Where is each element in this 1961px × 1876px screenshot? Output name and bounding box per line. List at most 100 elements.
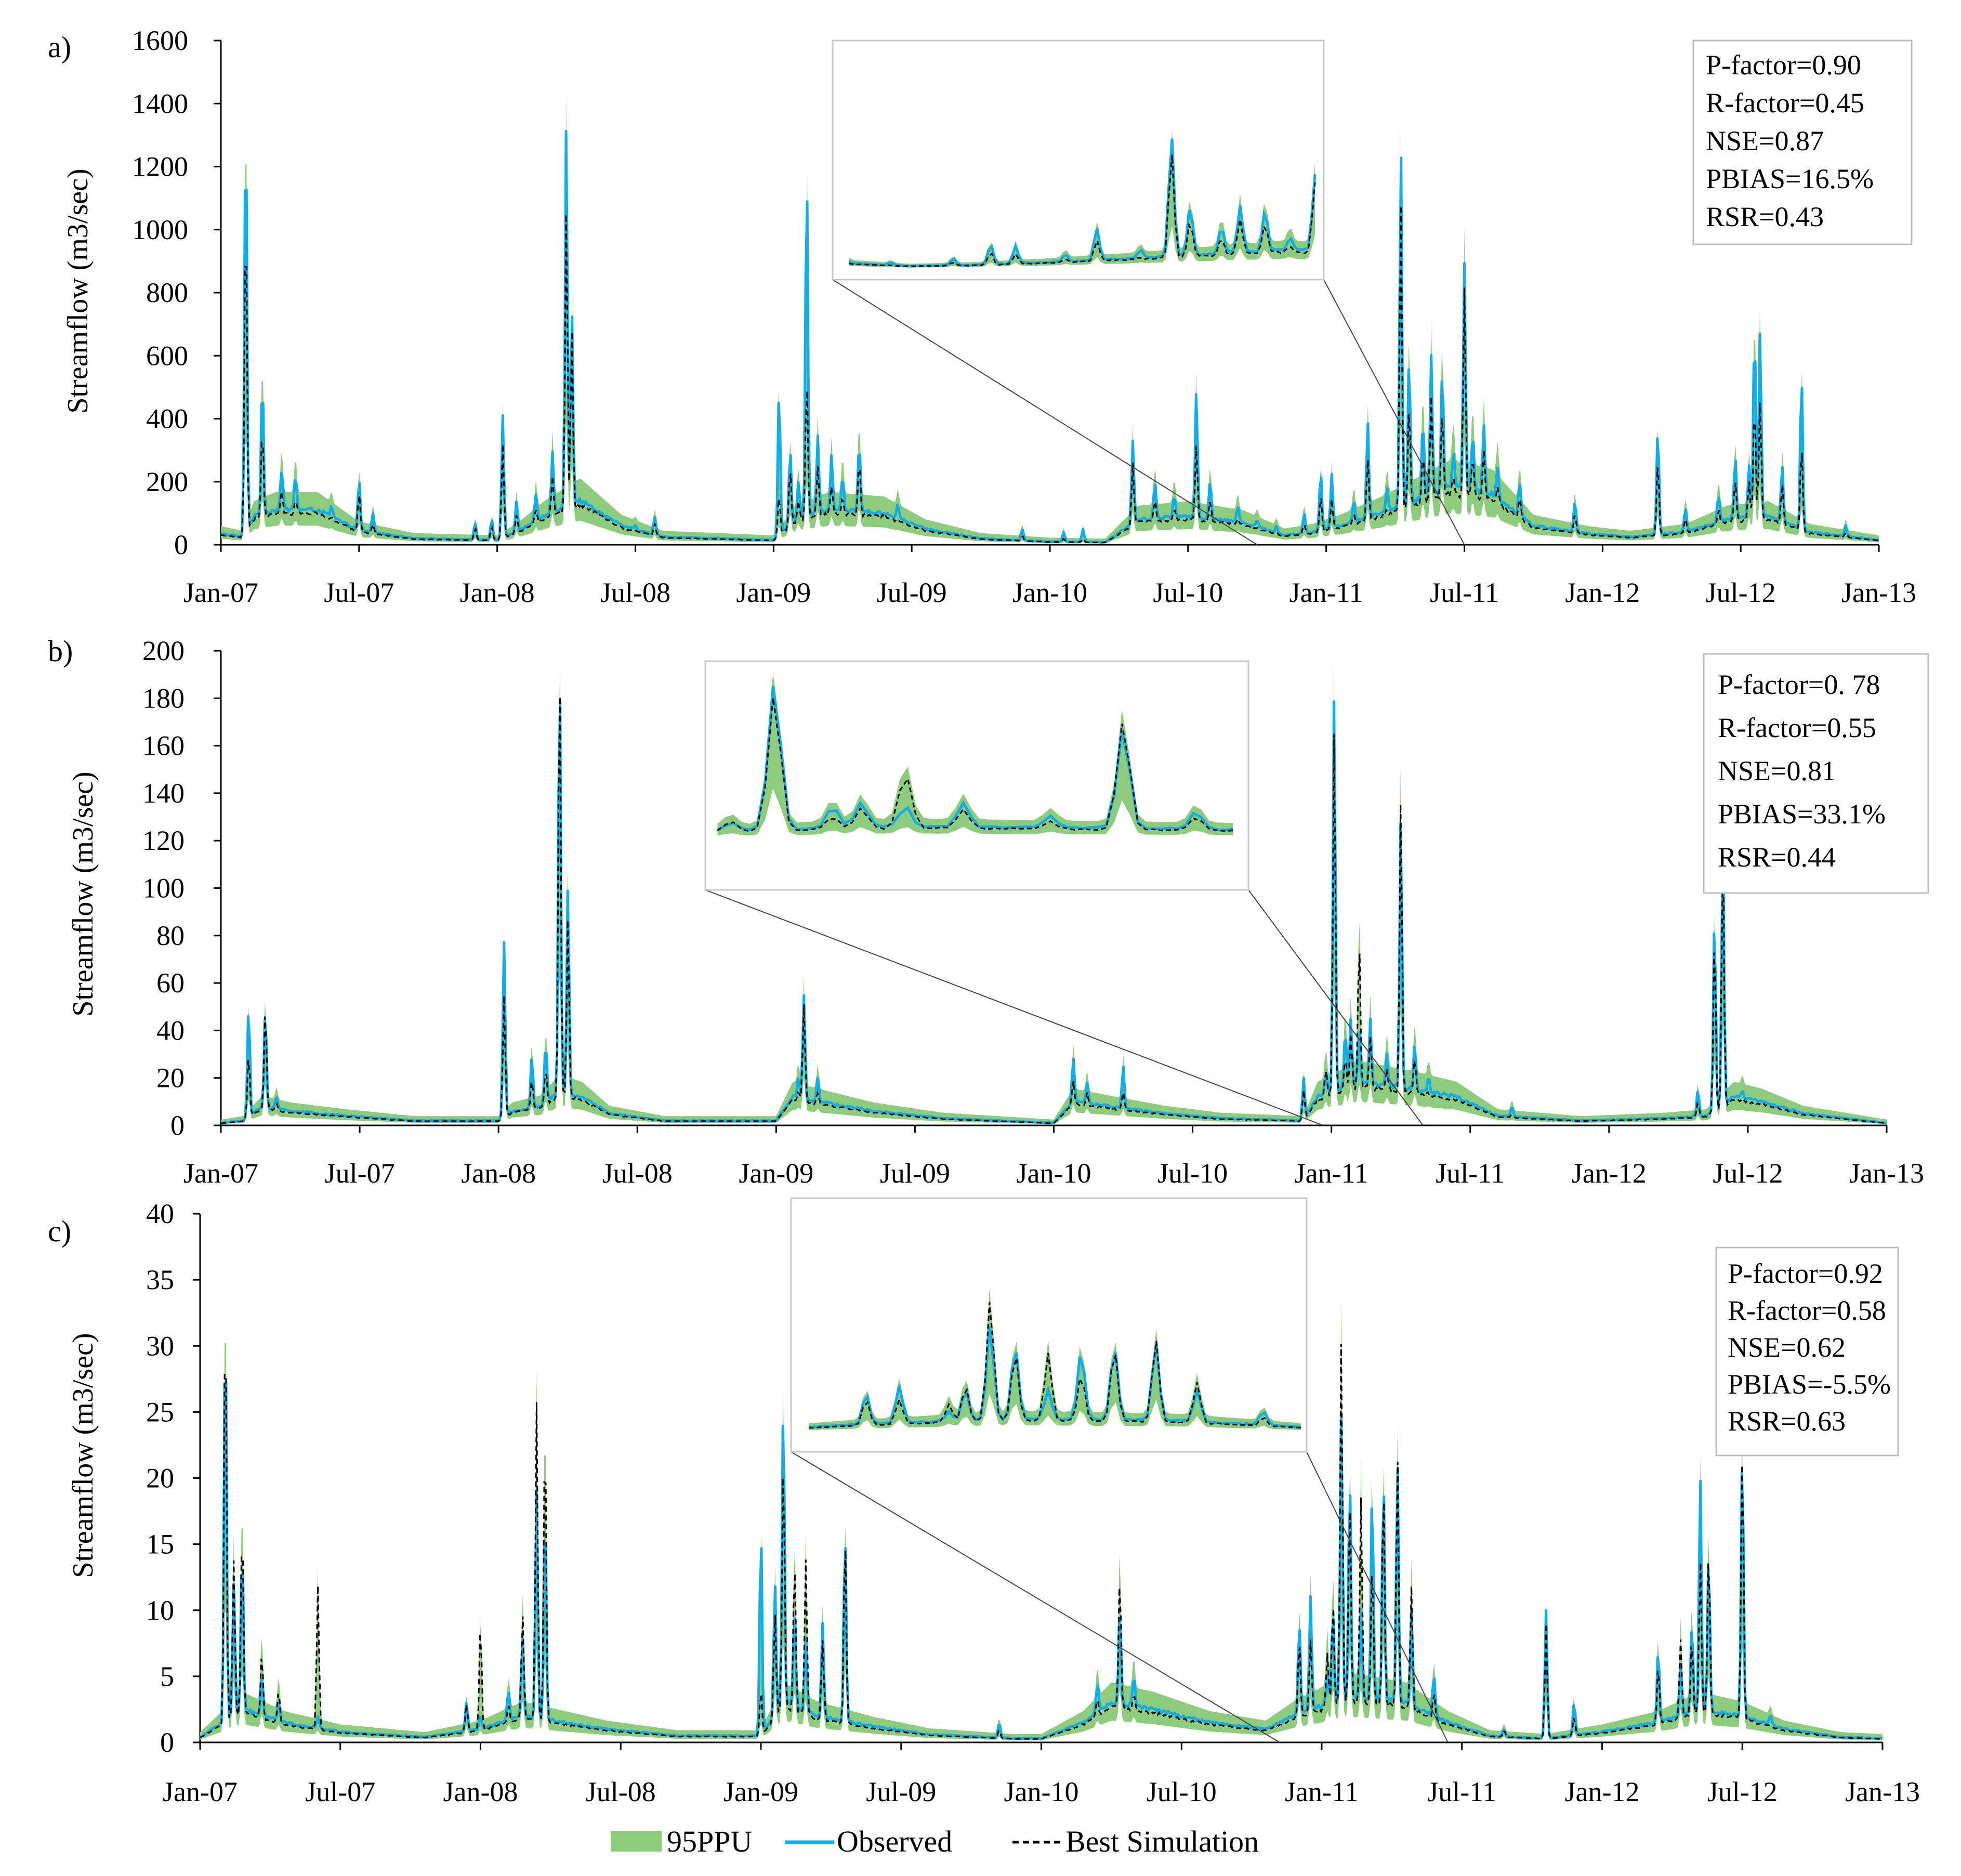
x-tick-label: Jan-09 xyxy=(723,1776,798,1807)
x-tick-label: Jan-10 xyxy=(1004,1776,1079,1807)
y-tick-label: 400 xyxy=(146,403,188,435)
zoom-connector-left xyxy=(832,279,1258,545)
legend-ppu-swatch xyxy=(611,1831,662,1852)
metric-r-factor: R-factor=0.58 xyxy=(1728,1295,1886,1326)
observed-series xyxy=(199,1381,1883,1740)
zoom-connector-right xyxy=(1306,1451,1449,1743)
x-tick-label: Jan-12 xyxy=(1572,1158,1647,1189)
axis-ticks: 0 20 40 60 80 100 120 140 160 180 200 Jan-07 Jul-07 J… xyxy=(142,635,1924,1189)
x-tick-label: Jul-07 xyxy=(325,1158,395,1189)
x-tick-label: Jan-09 xyxy=(736,577,811,608)
y-tick-label: 60 xyxy=(156,967,185,999)
y-tick-label: 25 xyxy=(146,1396,174,1427)
x-tick-label: Jul-07 xyxy=(324,577,394,608)
inset-zoom xyxy=(832,40,1465,545)
y-tick-label: 30 xyxy=(146,1330,174,1361)
panel-c: c) Streamflow (m3/sec) 0 5 10 15 20 25 30 35 40 J… xyxy=(48,1197,1920,1807)
x-tick-label: Jan-13 xyxy=(1841,577,1916,608)
plot-area xyxy=(199,1301,1883,1740)
y-axis-title: Streamflow (m3/sec) xyxy=(67,1333,99,1578)
metric-rsr: RSR=0.63 xyxy=(1728,1406,1846,1437)
inset-zoom xyxy=(790,1197,1449,1743)
x-tick-label: Jan-12 xyxy=(1565,577,1640,608)
x-tick-label: Jan-10 xyxy=(1012,577,1087,608)
panel-label: a) xyxy=(48,30,71,64)
simulation-series xyxy=(220,205,1879,544)
legend-simulation-label: Best Simulation xyxy=(1065,1825,1259,1858)
y-tick-label: 160 xyxy=(142,730,185,762)
metric-p-factor: P-factor=0.90 xyxy=(1706,49,1861,81)
y-tick-label: 40 xyxy=(156,1015,185,1046)
metrics-box xyxy=(1692,40,1913,245)
x-tick-label: Jul-11 xyxy=(1430,577,1499,608)
metric-p-factor: P-factor=0.92 xyxy=(1728,1258,1883,1289)
y-tick-label: 200 xyxy=(142,635,185,666)
metric-nse: NSE=0.87 xyxy=(1706,125,1824,156)
x-tick-label: Jul-12 xyxy=(1706,577,1776,608)
x-tick-label: Jan-08 xyxy=(461,1158,536,1189)
x-tick-label: Jan-12 xyxy=(1565,1776,1640,1807)
metric-rsr: RSR=0.44 xyxy=(1718,842,1836,873)
y-tick-label: 600 xyxy=(146,340,188,371)
y-tick-label: 0 xyxy=(160,1727,174,1758)
zoom-connector-left xyxy=(705,889,1323,1126)
y-tick-label: 20 xyxy=(156,1062,185,1094)
legend-ppu-label: 95PPU xyxy=(667,1825,752,1858)
zoom-connector-right xyxy=(1323,279,1465,545)
x-tick-label: Jul-11 xyxy=(1436,1158,1505,1189)
axis-ticks: 0 200 400 600 800 1000 1200 1400 1600 Jan-07 Jul-0… xyxy=(132,25,1916,608)
metric-rsr: RSR=0.43 xyxy=(1706,201,1824,232)
y-axis-title: Streamflow (m3/sec) xyxy=(62,168,94,413)
metric-p-factor: P-factor=0. 78 xyxy=(1718,669,1880,700)
inset-ppu-band xyxy=(849,131,1315,268)
x-tick-label: Jan-07 xyxy=(163,1776,238,1807)
y-tick-label: 5 xyxy=(160,1661,174,1692)
legend-observed-label: Observed xyxy=(837,1825,952,1858)
x-tick-label: Jul-10 xyxy=(1153,577,1223,608)
x-tick-label: Jan-07 xyxy=(183,1158,258,1189)
metric-pbias: PBIAS=16.5% xyxy=(1706,163,1874,194)
metrics-box xyxy=(1703,653,1929,894)
metric-r-factor: R-factor=0.45 xyxy=(1706,87,1864,119)
zoom-connector-right xyxy=(1248,889,1424,1126)
y-tick-label: 0 xyxy=(170,1110,185,1141)
y-tick-label: 100 xyxy=(142,873,185,904)
y-tick-label: 1400 xyxy=(132,88,188,119)
x-tick-label: Jul-12 xyxy=(1707,1776,1778,1807)
y-tick-label: 1000 xyxy=(132,214,188,245)
metric-nse: NSE=0.62 xyxy=(1728,1332,1846,1363)
x-tick-label: Jul-10 xyxy=(1147,1776,1217,1807)
plot-area xyxy=(220,657,1887,1125)
inset-simulation-series xyxy=(849,154,1316,267)
x-tick-label: Jul-11 xyxy=(1427,1776,1496,1807)
x-tick-label: Jan-08 xyxy=(460,577,535,608)
x-tick-label: Jul-07 xyxy=(305,1776,375,1807)
y-tick-label: 180 xyxy=(142,683,185,714)
y-tick-label: 35 xyxy=(146,1264,174,1295)
x-tick-label: Jan-10 xyxy=(1017,1158,1091,1189)
x-tick-label: Jul-12 xyxy=(1713,1158,1783,1189)
y-tick-label: 200 xyxy=(146,466,188,497)
x-tick-label: Jan-13 xyxy=(1849,1158,1924,1189)
x-tick-label: Jan-07 xyxy=(183,577,258,608)
metrics-box xyxy=(1715,1247,1899,1457)
x-tick-label: Jan-11 xyxy=(1289,577,1363,608)
axis-ticks: 0 5 10 15 20 25 30 35 40 Jan-07 Jul-07 Jan-08 Jul-08… xyxy=(146,1198,1920,1807)
y-tick-label: 1200 xyxy=(132,151,188,182)
y-tick-label: 40 xyxy=(146,1198,174,1229)
panel-a: a) Streamflow (m3/sec) 0 200 400 600 800 1000… xyxy=(48,25,1916,608)
inset-observed-series xyxy=(717,686,1233,832)
x-tick-label: Jul-10 xyxy=(1157,1158,1228,1189)
inset-simulation-series xyxy=(717,698,1233,832)
y-tick-label: 140 xyxy=(142,778,185,809)
metric-r-factor: R-factor=0.55 xyxy=(1718,712,1876,743)
x-tick-label: Jan-13 xyxy=(1845,1776,1920,1807)
y-tick-label: 15 xyxy=(146,1529,174,1560)
y-tick-label: 0 xyxy=(174,529,188,560)
x-tick-label: Jan-09 xyxy=(739,1158,813,1189)
x-tick-label: Jul-08 xyxy=(602,1158,673,1189)
legend: 95PPU Observed Best Simulation xyxy=(611,1825,1259,1858)
y-axis-title: Streamflow (m3/sec) xyxy=(67,771,99,1016)
simulation-series xyxy=(220,697,1887,1124)
